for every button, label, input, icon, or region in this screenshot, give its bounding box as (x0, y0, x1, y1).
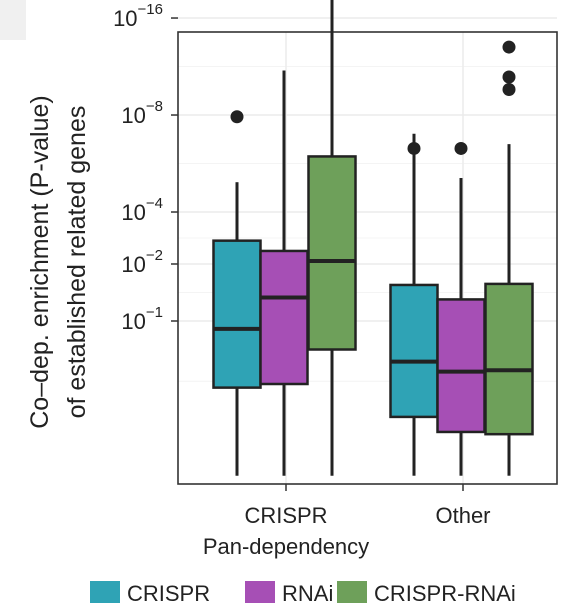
legend-item-crispr-rnai: CRISPR-RNAi (337, 581, 516, 604)
y-axis-title-line1: Co–dep. enrichment (P-value) (26, 95, 54, 429)
x-tick-label-line1: Other (435, 503, 490, 528)
corner-patch (0, 0, 26, 40)
y-tick-label: 10−2 (121, 247, 163, 277)
outlier-point (230, 110, 244, 124)
legend-label: RNAi (282, 581, 333, 604)
box-crispr-0 (212, 110, 262, 476)
box-rnai-1 (436, 141, 486, 476)
box-body (259, 249, 309, 386)
boxes-layer (212, 0, 534, 476)
box-body (307, 155, 357, 351)
outlier-point (502, 83, 516, 97)
outlier-point (407, 141, 421, 155)
box-body (212, 239, 262, 389)
y-axis-title-line2: of established related genes (63, 106, 91, 419)
x-tick-label-line1: CRISPR (244, 503, 327, 528)
outlier-point (502, 40, 516, 54)
legend-item-crispr: CRISPR (90, 581, 210, 604)
outlier-point (502, 70, 516, 84)
box-crispr-rnai-1 (484, 40, 534, 476)
legend-label: CRISPR (127, 581, 210, 604)
legend-item-rnai: RNAi (245, 581, 333, 604)
y-tick-label: 10−4 (121, 195, 163, 225)
box-crispr-rnai-0 (307, 0, 357, 476)
x-axis-ticks: CRISPR Pan-dependency Other (203, 484, 491, 559)
y-tick-label: 10−16 (113, 1, 163, 31)
y-tick-label: 10−1 (121, 304, 163, 334)
box-body (436, 298, 486, 434)
legend-swatch (337, 581, 367, 603)
x-tick-label-line2: Pan-dependency (203, 534, 369, 559)
y-axis-ticks: 10−16 10−8 10−4 10−2 10−1 (113, 1, 178, 334)
box-body (389, 283, 439, 419)
legend-swatch (245, 581, 275, 603)
y-tick-label: 10−8 (121, 98, 163, 128)
box-crispr-1 (389, 133, 439, 476)
legend-label: CRISPR-RNAi (374, 581, 516, 604)
legend-swatch (90, 581, 120, 603)
box-rnai-0 (259, 70, 309, 476)
plot-panel (177, 31, 558, 485)
box-body (484, 282, 534, 436)
legend: CRISPR RNAi CRISPR-RNAi (90, 581, 516, 604)
outlier-point (454, 141, 468, 155)
